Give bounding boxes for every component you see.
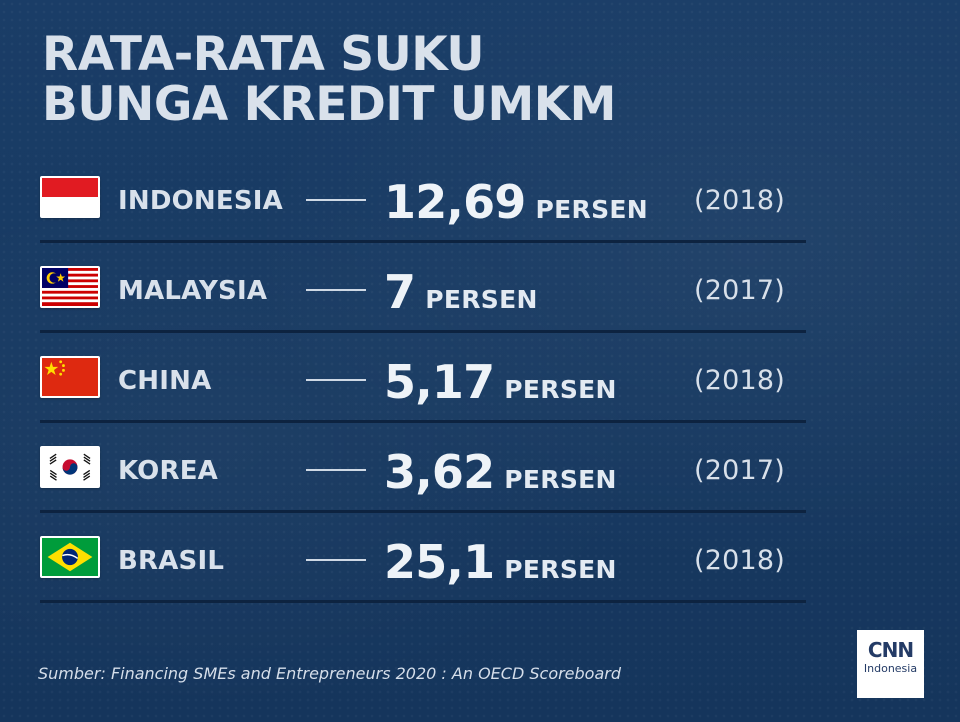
year-label: (2018) [694,185,785,216]
separator-line [306,289,366,291]
rate-value: 12,69 [384,175,526,229]
separator-line [306,559,366,561]
rate-value: 7 [384,265,416,319]
year-label: (2018) [694,365,785,396]
row-divider [40,240,806,243]
table-row-china: CHINA 5,17 PERSEN (2018) [40,340,806,430]
china-flag-icon [40,356,100,398]
cnn-logo-subtitle: Indonesia [863,662,918,675]
country-label: KOREA [118,456,218,486]
rate-value: 25,1 [384,535,495,589]
row-divider [40,510,806,513]
page-title: RATA-RATA SUKU BUNGA KREDIT UMKM [42,30,616,130]
country-label: CHINA [118,366,212,396]
table-row-korea: KOREA 3,62 PERSEN (2017) [40,430,806,520]
table-row-brasil: BRASIL 25,1 PERSEN (2018) [40,520,806,610]
year-label: (2017) [694,455,785,486]
source-note: Sumber: Financing SMEs and Entrepreneurs… [38,664,622,683]
country-label: INDONESIA [118,186,283,216]
year-label: (2018) [694,545,785,576]
row-divider [40,420,806,423]
country-label: BRASIL [118,546,225,576]
row-divider [40,600,806,603]
korea-flag-icon [40,446,100,488]
rate-value: 3,62 [384,445,495,499]
title-line-2: BUNGA KREDIT UMKM [42,76,616,132]
separator-line [306,379,366,381]
country-label: MALAYSIA [118,276,268,306]
value-group: 7 PERSEN [384,264,538,331]
value-group: 12,69 PERSEN [384,174,648,241]
cnn-logo-mark: CNN [867,638,914,662]
title-line-1: RATA-RATA SUKU [42,27,485,82]
separator-line [306,469,366,471]
value-group: 5,17 PERSEN [384,354,617,421]
indonesia-flag-icon [40,176,100,218]
rate-unit: PERSEN [504,465,617,494]
rate-table: INDONESIA 12,69 PERSEN (2018) [40,160,806,610]
rate-unit: PERSEN [535,195,648,224]
row-divider [40,330,806,333]
cnn-indonesia-logo: CNN Indonesia [857,630,924,698]
rate-unit: PERSEN [504,375,617,404]
year-label: (2017) [694,275,785,306]
rate-value: 5,17 [384,355,495,409]
table-row-malaysia: MALAYSIA 7 PERSEN (2017) [40,250,806,340]
rate-unit: PERSEN [504,555,617,584]
table-row-indonesia: INDONESIA 12,69 PERSEN (2018) [40,160,806,250]
malaysia-flag-icon [40,266,100,308]
rate-unit: PERSEN [425,285,538,314]
value-group: 3,62 PERSEN [384,444,617,511]
brazil-flag-icon [40,536,100,578]
value-group: 25,1 PERSEN [384,534,617,601]
separator-line [306,199,366,201]
